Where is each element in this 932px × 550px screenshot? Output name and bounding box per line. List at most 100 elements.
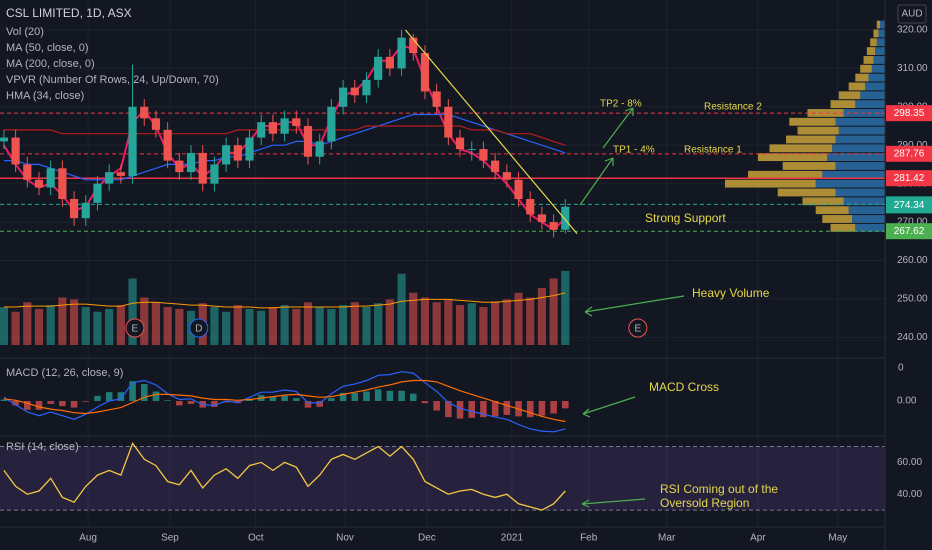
vpvr-down <box>757 153 828 162</box>
candle-body <box>362 79 371 96</box>
legend-entry: MA (50, close, 0) <box>6 42 89 54</box>
macd-histogram <box>140 384 148 401</box>
candle-body <box>479 149 488 161</box>
price-label-box <box>886 197 932 214</box>
candle-body <box>432 91 441 107</box>
vpvr-up <box>871 64 885 73</box>
vpvr-up <box>860 91 885 100</box>
price-label-box <box>886 223 932 240</box>
volume-bar <box>502 299 511 345</box>
x-tick-label: Feb <box>580 533 598 544</box>
x-tick-label: Aug <box>79 533 97 544</box>
macd-histogram <box>281 395 288 401</box>
x-tick-label: 2021 <box>501 533 524 544</box>
vpvr-down <box>822 215 852 223</box>
vpvr-up <box>876 38 885 47</box>
macd-histogram <box>526 401 534 418</box>
macd-histogram <box>12 401 19 406</box>
y-tick-label: 320.00 <box>897 25 928 36</box>
candle-body <box>23 164 32 180</box>
candle-body <box>491 160 500 173</box>
vpvr-down <box>870 38 877 47</box>
candle-body <box>268 122 278 134</box>
macd-histogram <box>316 401 323 407</box>
macd-histogram <box>164 400 171 401</box>
candle-body <box>409 37 418 54</box>
event-marker <box>125 318 145 338</box>
macd-histogram <box>339 392 347 401</box>
volume-bar <box>210 307 219 345</box>
chart-title: CSL LIMITED, 1D, ASX <box>6 6 132 20</box>
volume-bar <box>338 305 348 345</box>
vpvr-up <box>880 20 885 29</box>
price-label-box <box>886 170 932 187</box>
volume-bar <box>374 303 383 345</box>
vpvr-down <box>807 109 844 117</box>
volume-bar <box>479 307 488 345</box>
volume-bar <box>257 310 266 345</box>
volume-bar <box>46 305 55 345</box>
signal-line <box>3 379 566 423</box>
back-layer <box>0 0 885 527</box>
volume-bar <box>397 273 406 345</box>
macd-histogram <box>304 401 312 408</box>
y-tick-label: 250.00 <box>897 294 928 305</box>
macd-histogram <box>433 401 440 411</box>
x-tick-label: May <box>828 533 847 544</box>
macd-histogram <box>363 391 370 401</box>
vpvr-down <box>860 64 872 73</box>
macd-histogram <box>82 401 90 402</box>
y-tick-label: 40.00 <box>897 489 922 500</box>
volume-bar <box>58 297 67 345</box>
x-tick-label: Sep <box>161 533 179 544</box>
mid-layer <box>0 29 885 511</box>
volume-bar <box>409 292 418 345</box>
volume-bar <box>444 299 453 345</box>
y-tick-label: 310.00 <box>897 63 928 74</box>
price-label-box <box>886 105 932 122</box>
volume-bar <box>315 307 324 345</box>
candle-body <box>11 137 20 165</box>
macd-histogram <box>70 401 78 408</box>
macd-line <box>3 371 566 433</box>
volume-bar <box>268 307 278 345</box>
y-tick-label: 0.00 <box>897 396 917 407</box>
macd-histogram <box>152 391 160 401</box>
volume-bar <box>280 305 289 345</box>
vpvr-up <box>848 206 885 215</box>
volume-bar <box>514 292 523 345</box>
macd-histogram <box>550 401 557 414</box>
candle-body <box>385 56 394 69</box>
y-tick-label: 240.00 <box>897 332 928 343</box>
event-marker <box>189 318 209 338</box>
x-tick-label: Dec <box>418 533 436 544</box>
candle-body <box>537 214 547 223</box>
candle-body <box>0 137 8 142</box>
vpvr-up <box>832 144 885 153</box>
vpvr-down <box>802 197 844 206</box>
x-tick-label: Oct <box>248 533 264 544</box>
annotation: RSI Coming out of the <box>660 482 778 496</box>
y-tick-label: 60.00 <box>897 457 922 468</box>
volume-bar <box>163 307 172 345</box>
vpvr-up <box>855 223 885 232</box>
price-label: 281.42 <box>894 173 925 184</box>
volume-bar <box>128 278 137 345</box>
vpvr-down <box>748 170 823 179</box>
pane-title: MACD (12, 26, close, 9) <box>6 367 123 379</box>
vpvr-down <box>786 135 836 144</box>
candle-body <box>315 141 324 157</box>
macd-histogram <box>35 401 43 410</box>
vpvr-down <box>855 73 869 82</box>
vpvr-down <box>848 82 866 91</box>
annotation: Resistance 1 <box>684 145 742 156</box>
vpvr-up <box>878 29 885 38</box>
macd-histogram <box>24 401 31 410</box>
event-label: E <box>132 324 139 335</box>
arrow <box>584 295 685 317</box>
candle-body <box>455 137 465 150</box>
legend-entry: MA (200, close, 0) <box>6 58 95 70</box>
x-tick-label: Nov <box>336 533 354 544</box>
candle-body <box>303 126 313 157</box>
